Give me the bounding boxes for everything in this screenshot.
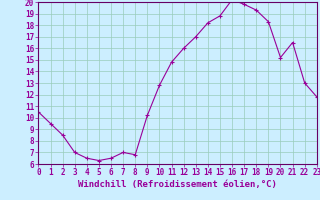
X-axis label: Windchill (Refroidissement éolien,°C): Windchill (Refroidissement éolien,°C) bbox=[78, 180, 277, 189]
